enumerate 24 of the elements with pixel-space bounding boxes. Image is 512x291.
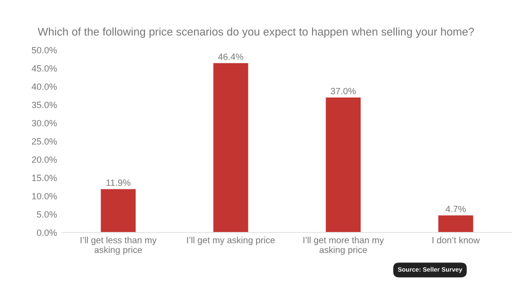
x-tick-label: I’ll get less than my asking price [80,236,157,255]
y-tick-label: 10.0% [32,192,57,200]
x-tick-label: I’ll get my asking price [187,236,275,246]
y-tick-label: 30.0% [32,120,57,126]
y-tick-label: 50.0% [32,46,57,54]
y-tick-label: 45.0% [32,65,57,72]
y-tick-label: 0.0% [36,229,57,236]
y-tick-label: 5.0% [36,211,57,218]
y-tick-label: 20.0% [32,156,57,163]
data-label: 11.9% [106,180,130,186]
bar [213,63,248,232]
y-tick-label: 15.0% [32,174,57,182]
bar [438,215,474,232]
data-label: 46.4% [218,54,244,60]
x-tick-label: I don’t know [432,236,480,244]
y-tick-label: 35.0% [32,102,57,108]
y-tick-label: 25.0% [32,138,57,145]
data-label: 37.0% [330,88,356,94]
data-label: 4.7% [446,206,466,212]
y-tick-label: 40.0% [32,83,57,90]
x-tick-label: I’ll get more than my asking price [303,236,384,255]
bar [100,189,136,232]
chart-title: Which of the following price scenarios do you expect to happen when selling your home? [38,27,474,38]
bar [326,97,361,232]
